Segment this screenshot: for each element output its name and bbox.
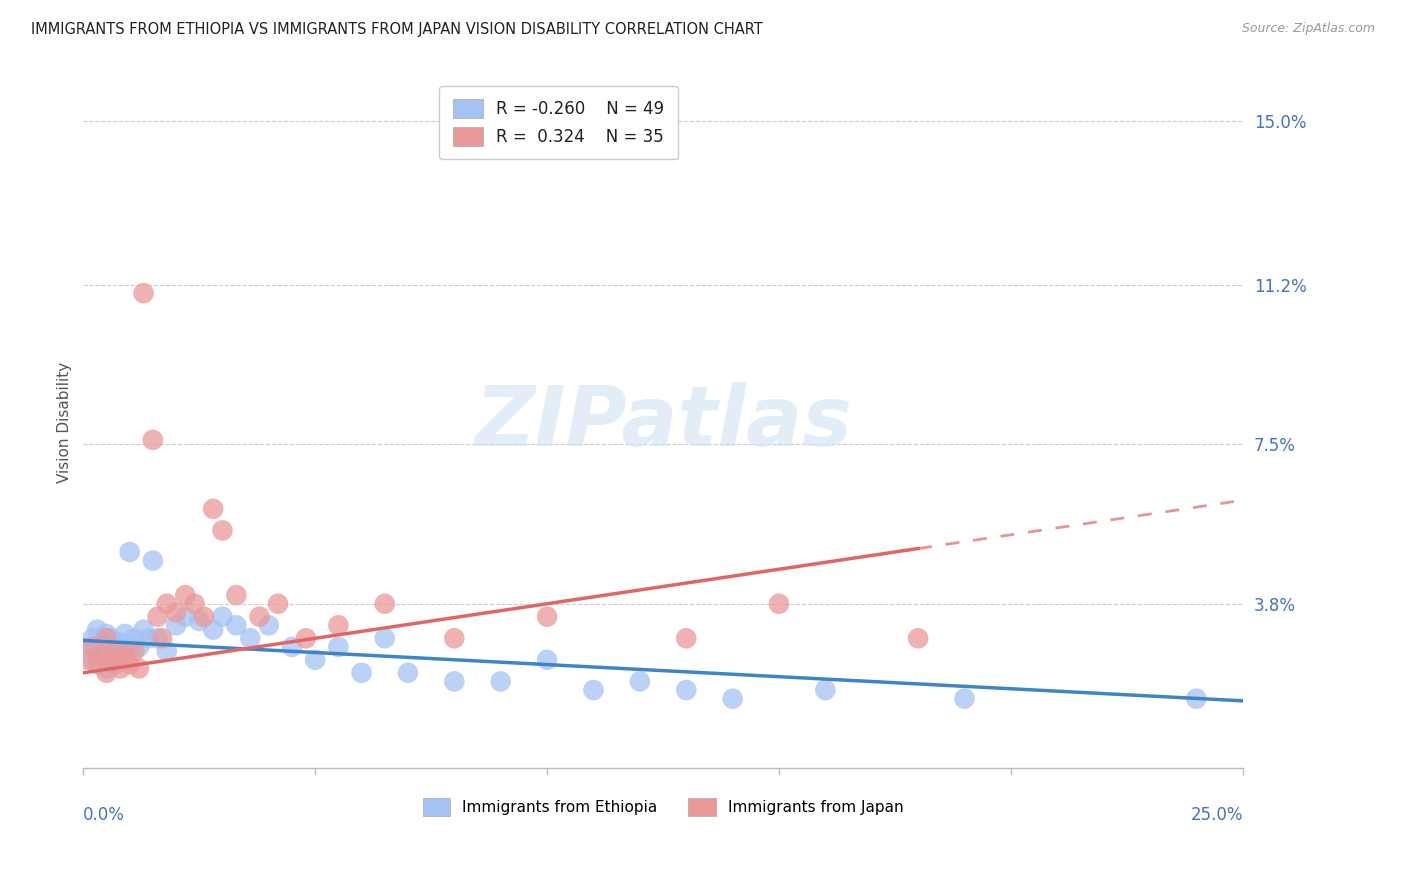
Point (90, 644, 112, 658)
Point (202, 501, 225, 516)
Point (239, 632, 262, 646)
Point (100, 653, 122, 667)
Point (489, 674, 512, 689)
Point (96, 665, 118, 680)
Point (96, 632, 118, 646)
Point (225, 588, 247, 602)
Point (128, 640, 150, 654)
Point (953, 691, 976, 706)
Point (225, 618, 247, 632)
Point (100, 653, 122, 667)
Point (77, 653, 100, 667)
Text: 0.0%: 0.0% (83, 805, 125, 823)
Point (114, 648, 136, 663)
Point (118, 545, 141, 559)
Point (814, 683, 837, 698)
Point (1185, 691, 1208, 706)
Point (582, 683, 605, 698)
Point (396, 665, 419, 680)
Point (295, 632, 318, 646)
Point (536, 609, 558, 624)
Point (86, 648, 108, 663)
Point (768, 597, 790, 611)
Point (104, 640, 127, 654)
Point (136, 632, 159, 646)
Point (907, 632, 929, 646)
Point (104, 644, 127, 658)
Point (675, 632, 697, 646)
Y-axis label: Vision Disability: Vision Disability (58, 362, 72, 483)
Point (443, 674, 465, 689)
Point (628, 674, 651, 689)
Point (146, 609, 169, 624)
Text: IMMIGRANTS FROM ETHIOPIA VS IMMIGRANTS FROM JAPAN VISION DISABILITY CORRELATION : IMMIGRANTS FROM ETHIOPIA VS IMMIGRANTS F… (31, 22, 762, 37)
Point (142, 554, 165, 568)
Point (350, 665, 373, 680)
Point (118, 657, 141, 672)
Point (188, 614, 211, 628)
Point (183, 597, 205, 611)
Point (156, 644, 179, 658)
Point (281, 640, 304, 654)
Point (174, 609, 197, 624)
Point (193, 609, 215, 624)
Point (82, 632, 104, 646)
Point (118, 640, 141, 654)
Point (77, 640, 100, 654)
Point (328, 618, 350, 632)
Point (82, 640, 104, 654)
Point (96, 627, 118, 641)
Point (132, 286, 155, 301)
Point (124, 644, 146, 658)
Point (257, 618, 280, 632)
Point (304, 653, 326, 667)
Point (90, 635, 112, 649)
Point (675, 683, 697, 698)
Point (374, 632, 396, 646)
Point (90, 648, 112, 663)
Point (202, 623, 225, 637)
Point (174, 588, 197, 602)
Point (86, 623, 108, 637)
Point (110, 661, 132, 675)
Point (86, 657, 108, 672)
Point (146, 632, 169, 646)
Point (211, 609, 233, 624)
Point (132, 623, 155, 637)
Point (114, 627, 136, 641)
Text: ZIPatlas: ZIPatlas (474, 382, 852, 463)
Point (211, 524, 233, 538)
Point (142, 433, 165, 447)
Point (721, 691, 744, 706)
Point (100, 632, 122, 646)
Point (96, 661, 118, 675)
Point (374, 597, 396, 611)
Point (128, 661, 150, 675)
Point (165, 606, 187, 620)
Point (104, 657, 127, 672)
Point (267, 597, 290, 611)
Point (165, 618, 187, 632)
Point (536, 653, 558, 667)
Legend: Immigrants from Ethiopia, Immigrants from Japan: Immigrants from Ethiopia, Immigrants fro… (416, 792, 910, 822)
Point (156, 597, 179, 611)
Point (110, 635, 132, 649)
Text: Source: ZipAtlas.com: Source: ZipAtlas.com (1241, 22, 1375, 36)
Point (443, 632, 465, 646)
Point (249, 609, 271, 624)
Point (328, 640, 350, 654)
Point (110, 644, 132, 658)
Point (124, 632, 146, 646)
Text: 25.0%: 25.0% (1191, 805, 1243, 823)
Point (82, 653, 104, 667)
Point (150, 632, 173, 646)
